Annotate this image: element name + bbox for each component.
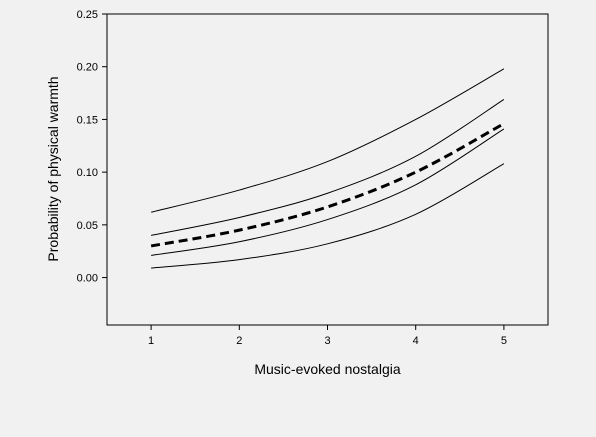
- y-tick-label: 0.05: [77, 220, 98, 232]
- x-tick-label: 5: [501, 335, 507, 347]
- y-tick-label: 0.00: [77, 273, 98, 285]
- y-tick-label: 0.10: [77, 167, 98, 179]
- y-tick-label: 0.25: [77, 9, 98, 21]
- x-axis: 1 2 3 4 5: [148, 325, 507, 347]
- dashed-series-line: [150, 122, 505, 248]
- y-tick-label: 0.20: [77, 62, 98, 74]
- series-line-5: [151, 163, 505, 269]
- x-tick-label: 3: [324, 335, 330, 347]
- x-tick-label: 4: [413, 335, 419, 347]
- y-axis: 0.00 0.05 0.10 0.15 0.20 0.25: [77, 9, 107, 285]
- series-group: [150, 68, 505, 269]
- plot-frame: [106, 13, 549, 326]
- series-line-1: [150, 68, 505, 213]
- x-tick-label: 2: [236, 335, 242, 347]
- series-line-2: [151, 98, 505, 236]
- y-axis-label: Probability of physical warmth: [45, 76, 61, 261]
- x-axis-label: Music-evoked nostalgia: [254, 361, 401, 377]
- x-tick-label: 1: [148, 335, 154, 347]
- y-tick-label: 0.15: [77, 114, 98, 126]
- series-line-4: [151, 128, 505, 256]
